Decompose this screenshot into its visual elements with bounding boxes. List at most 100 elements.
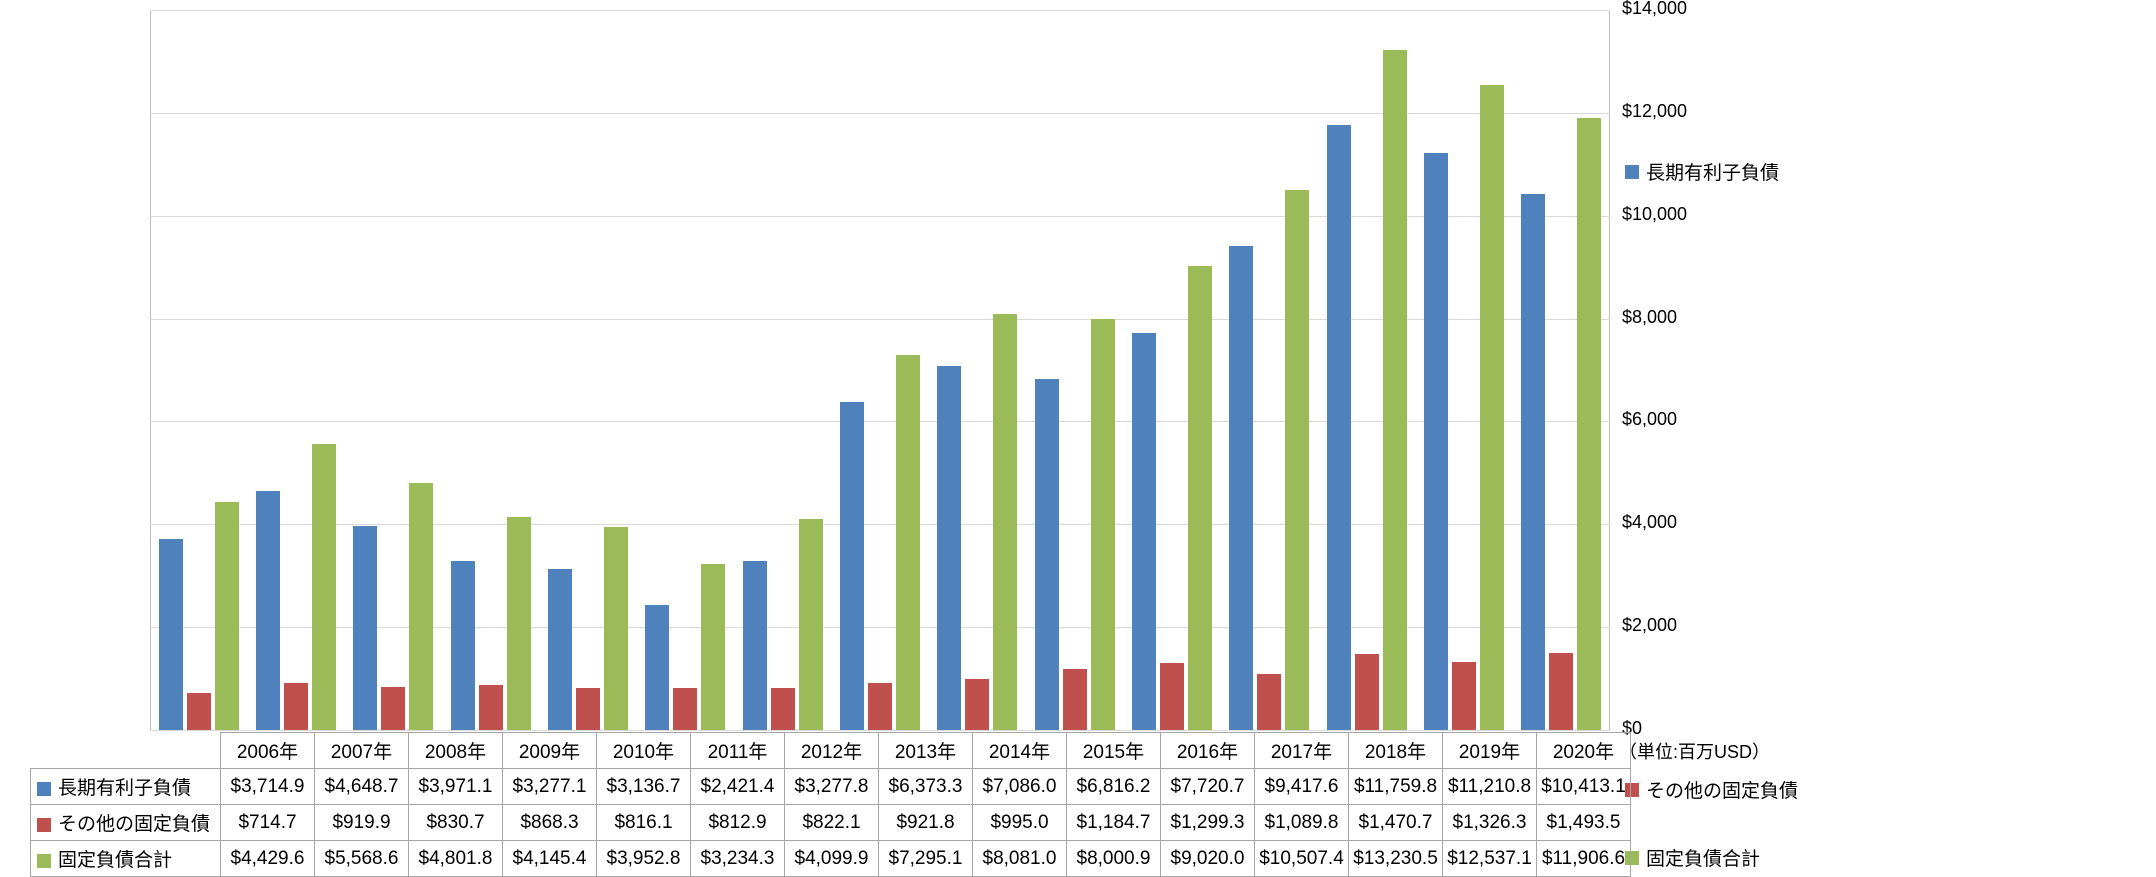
- table-cell: $11,210.8: [1443, 769, 1537, 805]
- table-year-cell: 2007年: [315, 733, 409, 769]
- y-tick-label: $6,000: [1622, 409, 1677, 430]
- table-cell: $13,230.5: [1349, 841, 1443, 877]
- bar-total_fixed_liab: [507, 517, 531, 730]
- bar-long_term_debt: [1132, 333, 1156, 730]
- table-cell: $3,136.7: [597, 769, 691, 805]
- bar-total_fixed_liab: [701, 564, 725, 730]
- table-year-cell: 2014年: [973, 733, 1067, 769]
- table-year-cell: 2009年: [503, 733, 597, 769]
- table-header-row: 2006年2007年2008年2009年2010年2011年2012年2013年…: [31, 733, 1631, 769]
- legend-item-long_term_debt: 長期有利子負債: [1625, 158, 1779, 185]
- table-year-cell: 2006年: [221, 733, 315, 769]
- table-cell: $3,971.1: [409, 769, 503, 805]
- bar-long_term_debt: [353, 526, 377, 730]
- table-year-cell: 2008年: [409, 733, 503, 769]
- bar-long_term_debt: [1424, 153, 1448, 730]
- bar-other_fixed_liab: [673, 688, 697, 730]
- bar-other_fixed_liab: [965, 679, 989, 730]
- plot-area: [150, 10, 1610, 730]
- y-tick-label: $2,000: [1622, 615, 1677, 636]
- table-cell: $1,299.3: [1161, 805, 1255, 841]
- table-cell: $1,493.5: [1537, 805, 1631, 841]
- table-cell: $4,099.9: [785, 841, 879, 877]
- bar-other_fixed_liab: [381, 687, 405, 730]
- bar-long_term_debt: [743, 561, 767, 730]
- row-label-text: 固定負債合計: [58, 850, 172, 871]
- bar-long_term_debt: [1035, 379, 1059, 730]
- table-cell: $5,568.6: [315, 841, 409, 877]
- bar-other_fixed_liab: [771, 688, 795, 730]
- bar-total_fixed_liab: [799, 519, 823, 730]
- table-cell: $816.1: [597, 805, 691, 841]
- table-cell: $919.9: [315, 805, 409, 841]
- table-year-cell: 2012年: [785, 733, 879, 769]
- bar-long_term_debt: [1521, 194, 1545, 730]
- table-year-cell: 2020年: [1537, 733, 1631, 769]
- table-year-cell: 2018年: [1349, 733, 1443, 769]
- bar-total_fixed_liab: [1285, 190, 1309, 730]
- bar-long_term_debt: [548, 569, 572, 730]
- gridline: [150, 10, 1610, 11]
- legend-label: 長期有利子負債: [1646, 158, 1779, 185]
- bar-long_term_debt: [840, 402, 864, 730]
- legend-item-other_fixed_liab: その他の固定負債: [1625, 776, 1798, 803]
- table-cell: $7,295.1: [879, 841, 973, 877]
- table-cell: $995.0: [973, 805, 1067, 841]
- table-cell: $3,277.1: [503, 769, 597, 805]
- table-year-cell: 2010年: [597, 733, 691, 769]
- plot-border-left: [150, 10, 151, 730]
- bar-long_term_debt: [159, 539, 183, 730]
- bar-other_fixed_liab: [479, 685, 503, 730]
- bar-total_fixed_liab: [215, 502, 239, 730]
- bar-other_fixed_liab: [1549, 653, 1573, 730]
- bar-other_fixed_liab: [1257, 674, 1281, 730]
- table-cell: $714.7: [221, 805, 315, 841]
- bar-long_term_debt: [1229, 246, 1253, 730]
- bar-total_fixed_liab: [1577, 118, 1601, 730]
- table-cell: $921.8: [879, 805, 973, 841]
- y-tick-label: $8,000: [1622, 307, 1677, 328]
- table-row-label: 固定負債合計: [31, 841, 221, 877]
- table-row-label: その他の固定負債: [31, 805, 221, 841]
- bar-long_term_debt: [256, 491, 280, 730]
- table-cell: $1,089.8: [1255, 805, 1349, 841]
- table-cell: $9,020.0: [1161, 841, 1255, 877]
- table-year-cell: 2015年: [1067, 733, 1161, 769]
- table-cell: $822.1: [785, 805, 879, 841]
- table-year-cell: 2011年: [691, 733, 785, 769]
- table-cell: $10,413.1: [1537, 769, 1631, 805]
- row-swatch: [37, 854, 51, 868]
- bar-total_fixed_liab: [896, 355, 920, 730]
- plot-border-right: [1609, 10, 1610, 730]
- table-cell: $1,184.7: [1067, 805, 1161, 841]
- table-row-other_fixed_liab: その他の固定負債$714.7$919.9$830.7$868.3$816.1 $8…: [31, 805, 1631, 841]
- row-label-text: 長期有利子負債: [58, 778, 191, 799]
- table-cell: $3,277.8: [785, 769, 879, 805]
- table-row-total_fixed_liab: 固定負債合計$4,429.6$5,568.6$4,801.8$4,145.4$3…: [31, 841, 1631, 877]
- table-cell: $1,326.3: [1443, 805, 1537, 841]
- bar-other_fixed_liab: [284, 683, 308, 730]
- table-cell: $7,086.0: [973, 769, 1067, 805]
- bar-other_fixed_liab: [868, 683, 892, 730]
- table-cell: $1,470.7: [1349, 805, 1443, 841]
- chart-root: $0$2,000$4,000$6,000$8,000$10,000$12,000…: [0, 0, 2156, 858]
- table-cell: $3,234.3: [691, 841, 785, 877]
- bar-total_fixed_liab: [1091, 319, 1115, 730]
- table-cell: $868.3: [503, 805, 597, 841]
- y-tick-label: $14,000: [1622, 0, 1687, 19]
- table-year-cell: 2016年: [1161, 733, 1255, 769]
- bar-total_fixed_liab: [993, 314, 1017, 730]
- bar-total_fixed_liab: [1188, 266, 1212, 730]
- bar-long_term_debt: [451, 561, 475, 730]
- bar-total_fixed_liab: [1383, 50, 1407, 730]
- bar-other_fixed_liab: [1160, 663, 1184, 730]
- table-cell: $2,421.4: [691, 769, 785, 805]
- y-tick-label: $10,000: [1622, 204, 1687, 225]
- table-cell: $6,373.3: [879, 769, 973, 805]
- table-year-cell: 2017年: [1255, 733, 1349, 769]
- y-tick-label: $4,000: [1622, 512, 1677, 533]
- table-cell: $830.7: [409, 805, 503, 841]
- legend-label: その他の固定負債: [1646, 776, 1798, 803]
- table-year-cell: 2013年: [879, 733, 973, 769]
- gridline: [150, 730, 1610, 731]
